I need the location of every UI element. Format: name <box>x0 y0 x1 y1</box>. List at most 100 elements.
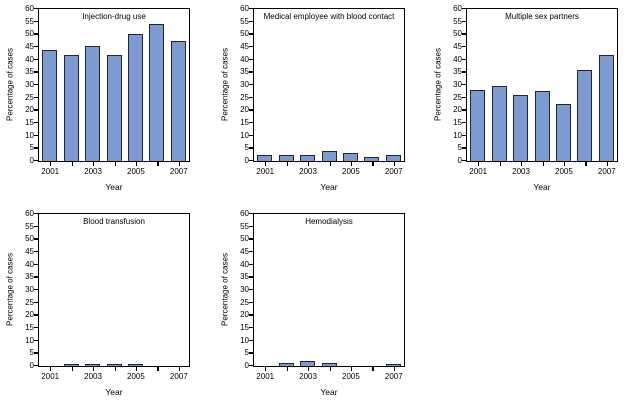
y-tick-mark <box>34 314 38 316</box>
plot-area: Medical employee with blood contact <box>253 8 405 162</box>
y-tick-label: 45 <box>25 42 34 51</box>
y-tick-mark <box>462 147 466 149</box>
bar-2005 <box>127 34 143 161</box>
x-tick-mark <box>478 161 480 166</box>
y-tick-label: 25 <box>25 297 34 307</box>
x-axis-label: Year <box>105 182 123 192</box>
y-tick-mark <box>34 58 38 60</box>
y-tick-label: 25 <box>240 297 249 307</box>
y-tick-label: 35 <box>25 272 34 282</box>
y-tick-label: 55 <box>453 16 462 26</box>
y-tick-mark <box>34 365 38 367</box>
bar-2001 <box>257 154 273 161</box>
chart-title: Blood transfusion <box>83 217 145 226</box>
y-tick-label: 40 <box>25 54 34 64</box>
y-tick-mark <box>34 263 38 265</box>
y-tick-mark <box>249 20 253 22</box>
bar-2004 <box>106 54 122 161</box>
y-tick-label: 60 <box>240 4 249 13</box>
y-tick-mark <box>462 46 466 48</box>
x-tick-label: 2003 <box>299 167 317 176</box>
y-tick-mark <box>34 301 38 303</box>
x-tick-label: 2001 <box>41 167 60 176</box>
x-tick-mark <box>286 366 288 371</box>
x-tick-mark <box>135 161 138 166</box>
y-tick-mark <box>249 301 253 303</box>
y-tick-label: 30 <box>240 80 249 89</box>
y-tick-mark <box>34 71 38 73</box>
y-tick-mark <box>34 289 38 291</box>
x-tick-mark <box>308 161 310 166</box>
y-tick-mark <box>249 327 253 329</box>
x-tick-label: 2007 <box>384 372 403 381</box>
bar-2001 <box>470 90 486 161</box>
y-tick-label: 60 <box>25 209 34 218</box>
x-tick-mark <box>350 366 353 371</box>
x-tick-mark <box>157 161 159 166</box>
y-tick-label: 25 <box>25 92 34 102</box>
y-tick-mark <box>462 134 466 136</box>
bar-2003 <box>300 155 316 161</box>
chart-title: Multiple sex partners <box>505 12 579 21</box>
x-tick-label: 2005 <box>555 167 573 176</box>
bar-2007 <box>385 364 401 366</box>
y-tick-mark <box>249 365 253 367</box>
x-tick-mark <box>393 366 395 371</box>
y-tick-label: 0 <box>29 361 34 370</box>
y-tick-label: 55 <box>240 16 249 26</box>
y-tick-mark <box>34 339 38 341</box>
y-tick-label: 5 <box>29 348 34 358</box>
y-tick-label: 45 <box>240 42 249 51</box>
x-tick-mark <box>114 161 116 166</box>
bar-2002 <box>278 154 294 161</box>
bar-2006 <box>149 24 165 161</box>
x-tick-label: 2005 <box>342 167 360 176</box>
y-tick-mark <box>34 238 38 240</box>
plot-area: Hemodialysis <box>253 213 405 367</box>
x-tick-mark <box>563 161 566 166</box>
y-tick-mark <box>34 33 38 35</box>
y-tick-label: 35 <box>240 67 249 77</box>
y-tick-mark <box>34 276 38 278</box>
y-tick-mark <box>249 289 253 291</box>
y-tick-label: 50 <box>25 29 34 39</box>
y-tick-label: 15 <box>240 323 249 332</box>
y-tick-label: 10 <box>25 130 34 140</box>
x-tick-label: 2001 <box>256 372 275 381</box>
x-tick-mark <box>542 161 544 166</box>
x-tick-mark <box>329 161 331 166</box>
y-tick-label: 45 <box>453 42 462 51</box>
x-tick-mark <box>71 161 73 166</box>
x-tick-label: 2007 <box>384 167 403 176</box>
x-tick-label: 2005 <box>342 372 360 381</box>
y-tick-label: 20 <box>25 310 34 320</box>
bar-2003 <box>85 45 101 161</box>
y-tick-mark <box>249 276 253 278</box>
x-tick-label: 2003 <box>299 372 317 381</box>
bar-2002 <box>491 86 507 161</box>
y-tick-label: 15 <box>25 118 34 127</box>
y-tick-mark <box>249 109 253 111</box>
x-tick-mark <box>93 366 95 371</box>
y-tick-label: 25 <box>453 92 462 102</box>
y-tick-label: 60 <box>453 4 462 13</box>
bar-2002 <box>278 363 294 366</box>
y-tick-mark <box>249 122 253 124</box>
y-tick-label: 20 <box>25 105 34 115</box>
x-tick-label: 2003 <box>84 372 102 381</box>
y-tick-label: 35 <box>240 272 249 282</box>
x-tick-label: 2001 <box>469 167 488 176</box>
x-tick-mark <box>50 366 52 371</box>
bar-2002 <box>63 364 79 366</box>
y-tick-label: 5 <box>29 143 34 153</box>
bar-2004 <box>534 91 550 161</box>
x-tick-mark <box>114 366 116 371</box>
x-tick-label: 2001 <box>41 372 60 381</box>
y-tick-mark <box>249 339 253 341</box>
y-tick-mark <box>249 8 253 10</box>
y-tick-label: 30 <box>25 285 34 294</box>
y-tick-label: 5 <box>457 143 462 153</box>
y-tick-label: 15 <box>240 118 249 127</box>
plot-area: Multiple sex partners <box>466 8 618 162</box>
